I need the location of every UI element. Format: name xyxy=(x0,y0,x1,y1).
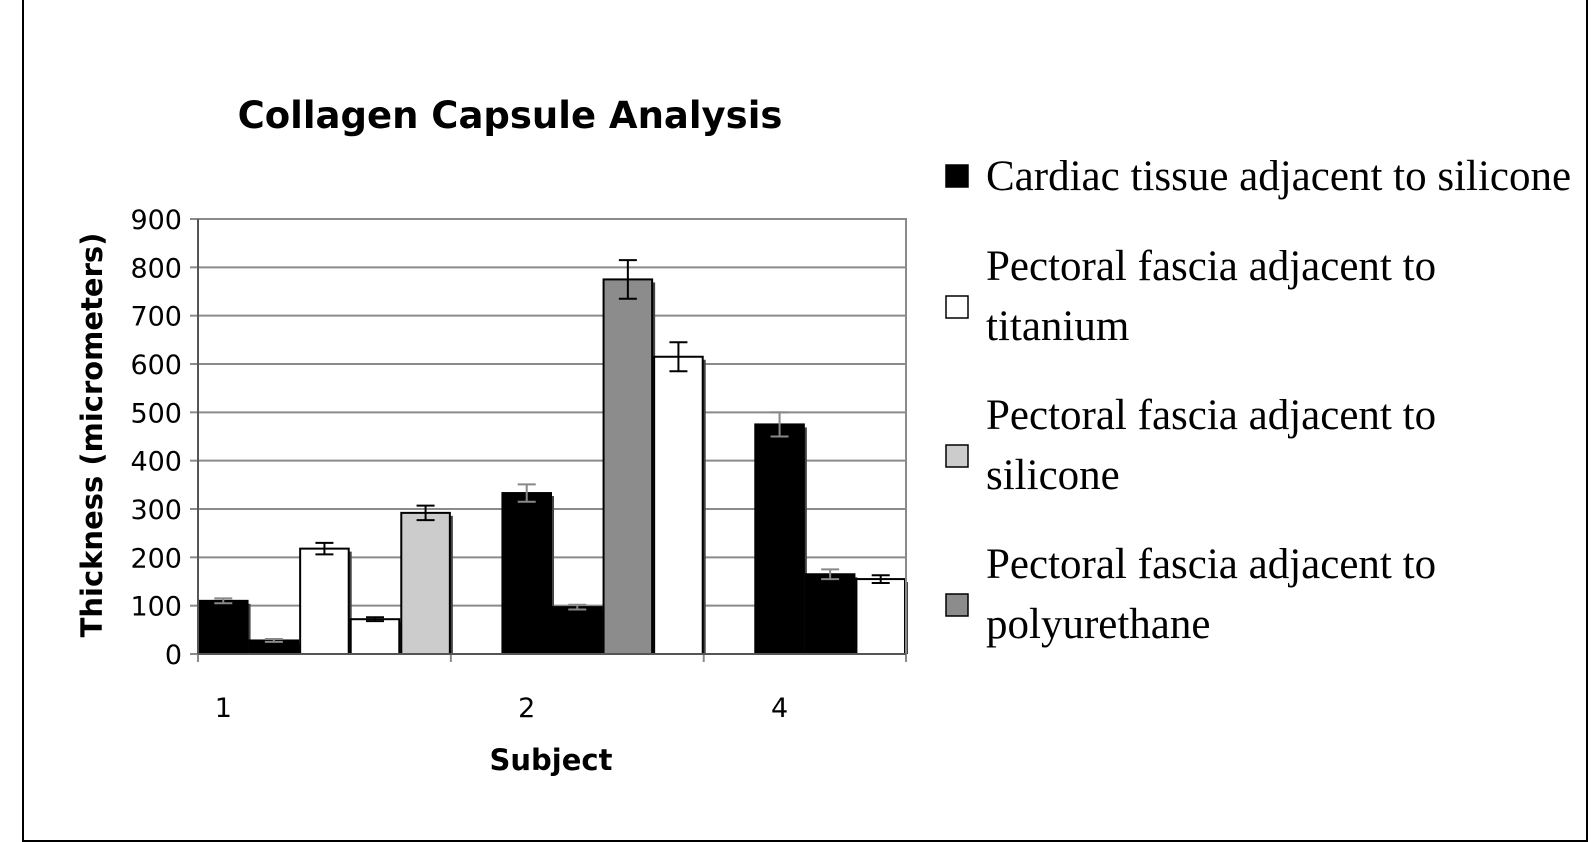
legend-label: polyurethane xyxy=(986,601,1210,648)
bars xyxy=(198,278,908,656)
y-tick-label: 500 xyxy=(130,398,182,429)
chart-title: Collagen Capsule Analysis xyxy=(238,94,783,137)
bar-1-3 xyxy=(299,547,350,656)
bar-2-6 xyxy=(501,492,552,655)
y-tick-label: 600 xyxy=(130,350,182,381)
y-tick-label: 700 xyxy=(130,302,182,333)
y-tick-label: 100 xyxy=(130,592,182,623)
bar-2-7 xyxy=(552,606,603,655)
legend-swatch xyxy=(945,295,969,319)
legend: Cardiac tissue adjacent to silicone Pecto… xyxy=(945,153,1571,648)
error-bars xyxy=(214,259,890,643)
y-tick-label: 900 xyxy=(130,205,182,236)
y-tick-label: 800 xyxy=(130,253,182,284)
y-tick-label: 0 xyxy=(165,640,182,671)
legend-label: titanium xyxy=(986,303,1129,350)
x-tick-label: 1 xyxy=(215,693,232,724)
y-tick-label: 300 xyxy=(130,495,182,526)
x-tick-label: 4 xyxy=(771,693,788,724)
legend-label: Pectoral fascia adjacent to xyxy=(986,243,1436,290)
legend-label: Pectoral fascia adjacent to xyxy=(986,392,1436,439)
y-tick-label: 200 xyxy=(130,543,182,574)
bar-1-4 xyxy=(349,618,401,656)
bar-4-12 xyxy=(855,578,907,655)
chart-frame xyxy=(22,0,1588,842)
bar-4-10 xyxy=(754,423,805,655)
x-axis-label: Subject xyxy=(490,743,613,777)
legend-swatch xyxy=(945,593,969,617)
bar-1-5 xyxy=(400,511,451,655)
y-tick-label: 400 xyxy=(130,447,182,478)
legend-label: Pectoral fascia adjacent to xyxy=(986,541,1436,588)
legend-label: Cardiac tissue adjacent to silicone xyxy=(986,153,1571,200)
x-tick-labels: 1 2 4 xyxy=(197,654,907,724)
plot-area-border xyxy=(197,218,907,655)
legend-label: silicone xyxy=(986,452,1120,499)
bar-2-9 xyxy=(653,355,704,655)
bar-1-1 xyxy=(198,599,249,655)
y-tick-labels: 0 100 200 300 400 500 600 700 800 900 xyxy=(130,205,198,671)
legend-swatch xyxy=(945,164,969,188)
x-tick-label: 2 xyxy=(518,693,535,724)
y-axis-label: Thickness (micrometers) xyxy=(75,233,109,638)
bar-2-8 xyxy=(602,278,654,655)
bar-4-11 xyxy=(804,573,856,655)
legend-swatch xyxy=(945,444,969,468)
